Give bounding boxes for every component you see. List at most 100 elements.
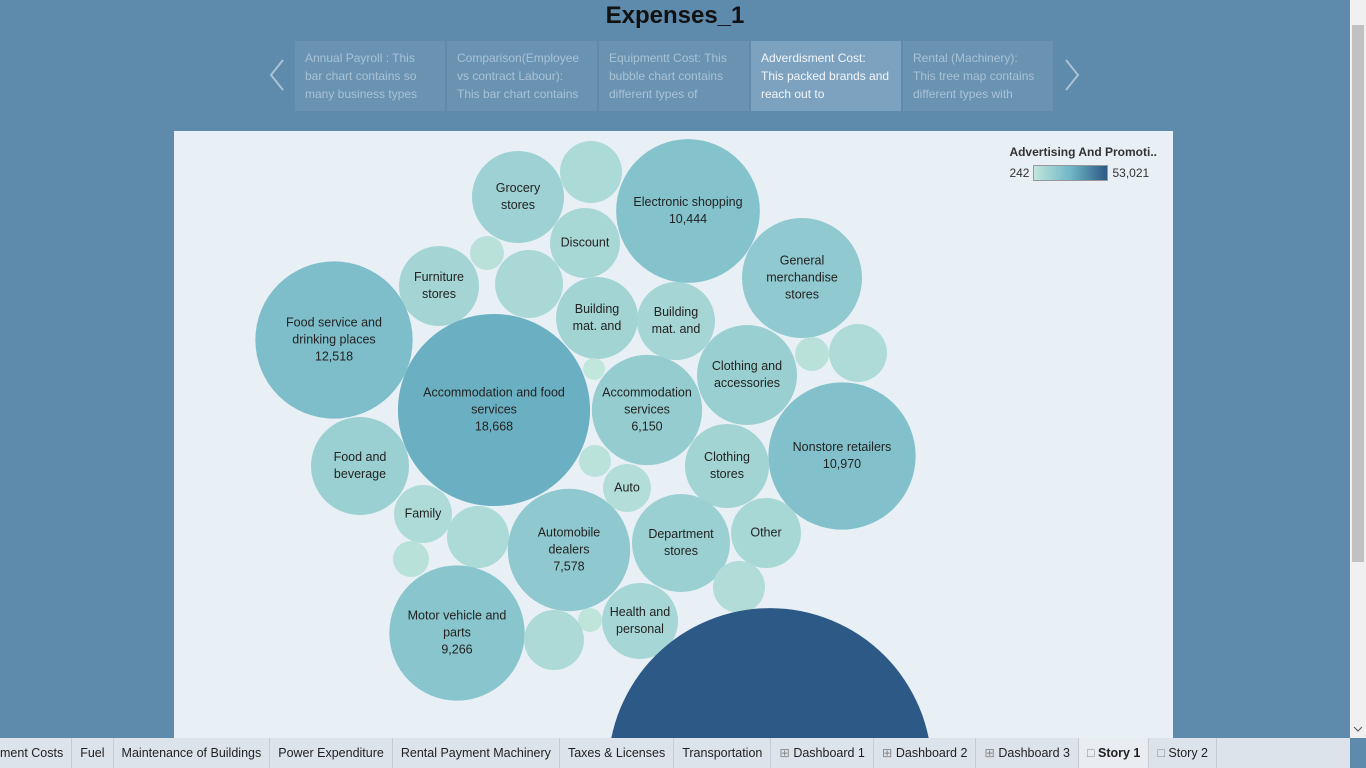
bubble[interactable]	[389, 565, 525, 701]
bubble-name: Motor vehicle and parts	[407, 608, 507, 640]
bubble-label: Clothing and accessories	[706, 358, 788, 392]
bubble[interactable]	[591, 354, 703, 466]
sheet-tab[interactable]: ⊞ Dashboard 2	[874, 738, 977, 768]
bubble[interactable]	[556, 277, 638, 359]
bubble-name: Automobile dealers	[537, 525, 601, 557]
bubble[interactable]	[471, 150, 565, 244]
bubble-label: Food and beverage	[320, 449, 401, 483]
tab-label: Story 1	[1097, 746, 1141, 760]
bubble[interactable]	[507, 488, 631, 612]
sheet-tab[interactable]: Taxes & Licenses	[560, 738, 675, 768]
bubble-name: Health and personal	[609, 605, 671, 636]
bubble-label: Automobile dealers 7,578	[519, 525, 620, 576]
bubble[interactable]	[447, 506, 509, 568]
bubble-label: Building mat. and	[563, 301, 631, 335]
bubble-label: Clothing stores	[692, 449, 761, 483]
bubble[interactable]	[579, 445, 611, 477]
bubble-name: Clothing and accessories	[711, 359, 783, 390]
bubble[interactable]	[828, 323, 888, 383]
bubble-label: Grocery stores	[480, 180, 556, 214]
legend-min: 242	[1009, 166, 1030, 180]
story-point[interactable]: Rental (Machinery): This tree map contai…	[903, 41, 1053, 111]
bubble[interactable]	[697, 325, 797, 425]
sheet-tab[interactable]: Maintenance of Buildings	[114, 738, 271, 768]
tab-label: ment Costs	[0, 746, 64, 760]
story-title: Expenses_1	[605, 2, 745, 29]
story-point[interactable]: Equipmentt Cost: This bubble chart conta…	[599, 41, 749, 111]
bubble[interactable]	[636, 281, 716, 361]
bubble-name: Clothing stores	[704, 450, 750, 481]
legend-title: Advertising And Promoti..	[1009, 145, 1157, 159]
bubble-label: Discount	[556, 235, 614, 252]
story-point[interactable]: Adverdisment Cost: This packed brands an…	[751, 41, 901, 111]
legend-row: 242 53,021	[1009, 165, 1157, 181]
bubble-label: Food service and drinking places 12,518	[269, 315, 399, 366]
bubble-canvas	[255, 139, 932, 738]
bubble[interactable]	[685, 424, 769, 508]
bubble-name: Food and beverage	[333, 450, 387, 481]
bubble[interactable]	[730, 497, 802, 569]
bubble-name: Electronic shopping	[633, 195, 743, 209]
bubble[interactable]	[524, 610, 584, 670]
bubble-label: Health and personal	[609, 604, 672, 638]
tab-label: Power Expenditure	[278, 746, 384, 760]
bubble-name: Building mat. and	[572, 302, 622, 333]
bubble-name: Accommodation and food services	[423, 385, 565, 417]
sheet-tab[interactable]: □ Story 1	[1078, 738, 1150, 768]
bubble-label: Other	[737, 525, 795, 542]
bubble[interactable]	[578, 608, 602, 632]
bubble-label: Electronic shopping 10,444	[629, 194, 748, 228]
bubble[interactable]	[603, 464, 651, 512]
sheet-tabs: ment Costs Fuel Maintenance of Buildings Po…	[0, 738, 1350, 768]
bubble[interactable]	[601, 582, 679, 660]
bubble-label: General merchandise stores	[753, 253, 852, 304]
story-point[interactable]: Comparison(Employee vs contract Labour):…	[447, 41, 597, 111]
tab-icon: □	[1086, 746, 1098, 760]
bubble[interactable]	[399, 246, 479, 326]
bubble[interactable]	[632, 494, 730, 592]
bubble[interactable]	[495, 250, 563, 318]
scroll-thumb[interactable]	[1352, 25, 1364, 562]
bubble[interactable]	[549, 207, 621, 279]
tab-icon: □	[1157, 746, 1169, 760]
bubble[interactable]	[794, 336, 830, 372]
bubble[interactable]	[393, 484, 453, 544]
tab-label: Story 2	[1168, 746, 1209, 760]
bubble-label: Furniture stores	[406, 269, 472, 303]
bubble-value: 6,150	[631, 419, 663, 434]
sheet-tab[interactable]: □ Story 2	[1149, 738, 1218, 768]
next-point[interactable]	[1062, 58, 1082, 92]
bubble-value: 10,970	[822, 457, 862, 471]
bubble[interactable]	[469, 235, 505, 271]
bubble[interactable]	[616, 139, 760, 283]
bubble[interactable]	[397, 313, 591, 507]
bubble[interactable]	[742, 218, 862, 338]
tab-label: Maintenance of Buildings	[121, 746, 262, 760]
bubble-label: Motor vehicle and parts 9,266	[401, 608, 513, 659]
sheet-tab[interactable]: Transportation	[674, 738, 772, 768]
sheet-tab[interactable]: Power Expenditure	[270, 738, 393, 768]
scroll-down[interactable]	[1350, 722, 1366, 736]
sheet-tab[interactable]: ⊞ Dashboard 3	[976, 738, 1079, 768]
bubble[interactable]	[768, 382, 916, 530]
bubble[interactable]	[712, 560, 766, 614]
bubble[interactable]	[560, 141, 622, 203]
bubble[interactable]	[583, 358, 605, 380]
bubble-label: Family	[399, 506, 447, 523]
bubble[interactable]	[392, 540, 430, 578]
bubble-label: Accommodation services 6,150	[602, 385, 693, 436]
bubble-name: Family	[404, 506, 442, 521]
sheet-tab[interactable]: ment Costs	[0, 738, 73, 768]
bubble[interactable]	[608, 608, 932, 738]
bubble[interactable]	[255, 261, 413, 419]
story-point[interactable]: Annual Payroll : This bar chart contains…	[295, 41, 445, 111]
bubble[interactable]	[311, 417, 409, 515]
sheet-tab[interactable]: ⊞ Dashboard 1	[771, 738, 874, 768]
color-legend: Advertising And Promoti.. 242 53,021	[1009, 145, 1157, 181]
prev-point[interactable]	[268, 58, 288, 92]
sheet-tab[interactable]: Fuel	[72, 738, 114, 768]
bubble-name: Food service and drinking places	[286, 315, 382, 347]
tab-label: Rental Payment Machinery	[400, 746, 551, 760]
sheet-tab[interactable]: Rental Payment Machinery	[393, 738, 560, 768]
